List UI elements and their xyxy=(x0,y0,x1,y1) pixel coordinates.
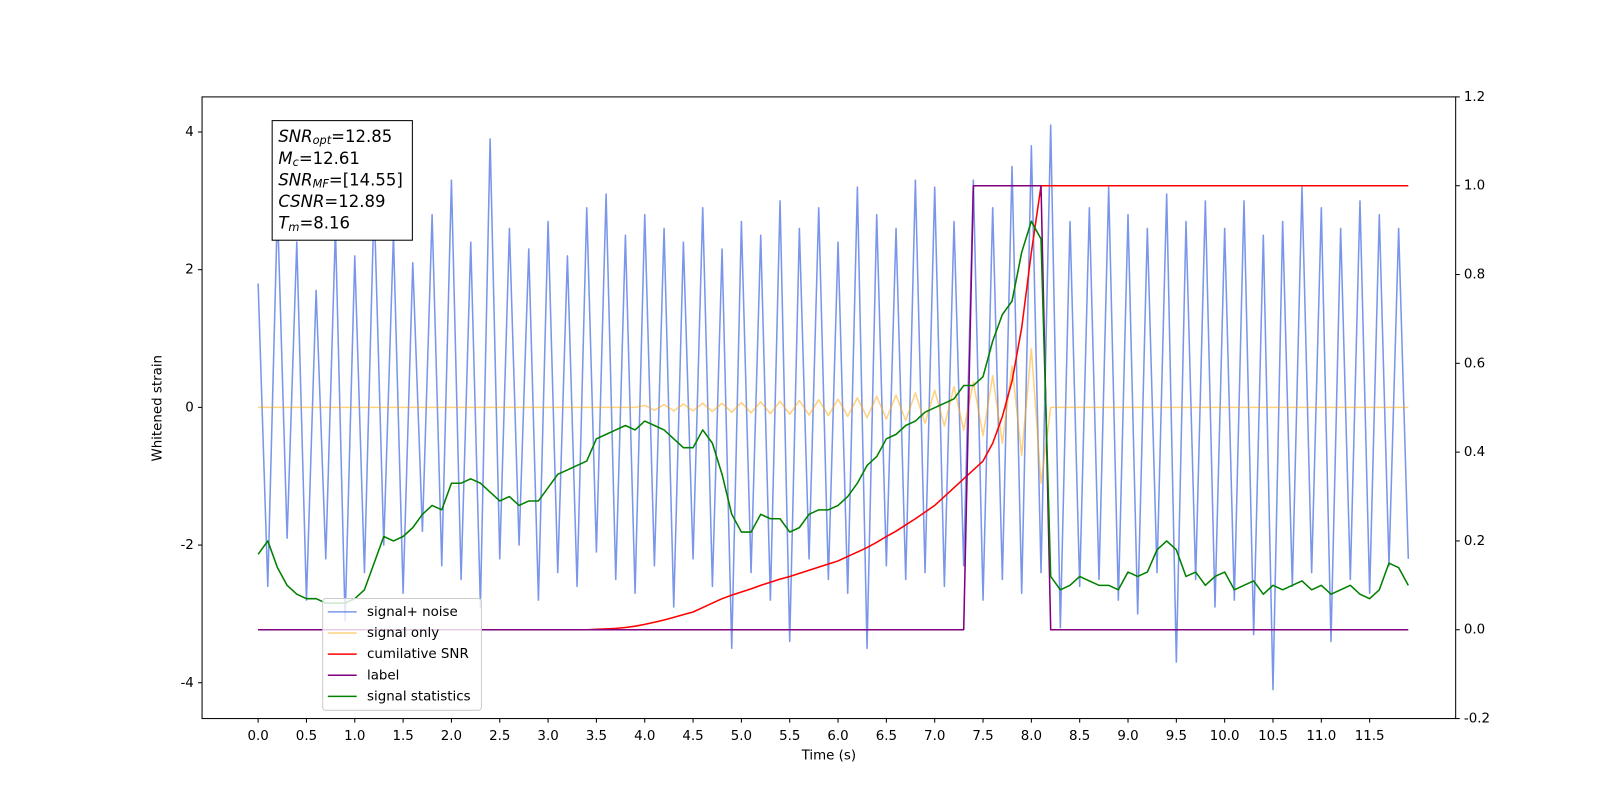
y2-tick-label: 1.0 xyxy=(1464,179,1485,194)
x-tick-label: 0.0 xyxy=(247,729,268,744)
x-tick-label: 4.5 xyxy=(682,729,703,744)
x-tick-label: 2.0 xyxy=(441,729,462,744)
x-tick-label: 5.0 xyxy=(731,729,752,744)
annotation: SNRopt=12.85Mc=12.61SNRMF=[14.55]CSNR=12… xyxy=(271,120,413,241)
annotation-symbol: SNR xyxy=(278,170,312,189)
x-tick-label: 8.5 xyxy=(1069,729,1090,744)
annotation-value: =8.16 xyxy=(299,213,350,232)
annotation-line: CSNR=12.89 xyxy=(278,192,385,211)
x-tick-label: 3.5 xyxy=(586,729,607,744)
annotation-value: =[14.55] xyxy=(329,170,403,189)
x-tick-label: 1.5 xyxy=(392,729,413,744)
y-tick-label: -4 xyxy=(180,676,193,691)
legend-label: signal only xyxy=(367,626,439,641)
annotation-value: =12.61 xyxy=(299,148,360,167)
series-line xyxy=(258,348,1409,484)
series-line xyxy=(257,220,1409,604)
annotation-line: Mc=12.61 xyxy=(278,148,359,169)
y2-tick-label: 1.2 xyxy=(1464,90,1485,105)
x-tick-label: 7.0 xyxy=(924,729,945,744)
x-tick-label: 10.0 xyxy=(1210,729,1240,744)
legend: signal+ noise signal only cumilative SNR la… xyxy=(322,597,482,711)
x-tick-label: 9.5 xyxy=(1166,729,1187,744)
annotation-line: Tm=8.16 xyxy=(278,213,350,234)
annotation-subscript: c xyxy=(293,155,300,169)
x-tick-label: 2.5 xyxy=(489,729,510,744)
x-axis-label: Time (s) xyxy=(801,749,856,764)
y2-tick-label: 0.8 xyxy=(1464,268,1485,283)
x-tick-label: 3.0 xyxy=(537,729,558,744)
series-line xyxy=(257,124,1410,691)
annotation-line: SNRMF=[14.55] xyxy=(278,170,402,191)
y2-tick-label: 0.2 xyxy=(1464,534,1485,549)
y2-tick-label: -0.2 xyxy=(1464,712,1490,727)
legend-box xyxy=(322,597,482,711)
annotation-value: =12.89 xyxy=(324,192,385,211)
y-tick-label: 2 xyxy=(185,263,194,278)
x-tick-label: 4.0 xyxy=(634,729,655,744)
annotation-box xyxy=(271,120,413,241)
annotation-subscript: MF xyxy=(313,177,330,191)
annotation-line: SNRopt=12.85 xyxy=(278,127,392,148)
y2-tick-label: 0.6 xyxy=(1464,356,1485,371)
annotation-symbol: CSNR xyxy=(278,192,324,211)
annotation-value: =12.85 xyxy=(331,127,392,146)
x-tick-label: 6.5 xyxy=(876,729,897,744)
x-tick-label: 10.5 xyxy=(1258,729,1288,744)
annotation-symbol: SNR xyxy=(278,127,312,146)
y-axis-label: Whitened strain xyxy=(151,355,166,462)
x-tick-label: 9.0 xyxy=(1117,729,1138,744)
x-tick-label: 1.0 xyxy=(344,729,365,744)
x-tick-label: 6.0 xyxy=(827,729,848,744)
annotation-subscript: opt xyxy=(313,133,332,147)
y-tick-label: -2 xyxy=(180,538,193,553)
annotation-symbol: M xyxy=(278,148,292,167)
x-tick-label: 5.5 xyxy=(779,729,800,744)
x-tick-label: 11.5 xyxy=(1355,729,1385,744)
annotation-subscript: m xyxy=(288,220,299,234)
legend-label: signal+ noise xyxy=(367,605,458,620)
y2-tick-label: 0.0 xyxy=(1464,623,1485,638)
annotation-symbol: T xyxy=(278,213,290,232)
legend-label: cumilative SNR xyxy=(367,647,469,662)
y2-tick-label: 0.4 xyxy=(1464,445,1485,460)
x-tick-label: 11.0 xyxy=(1306,729,1336,744)
x-tick-label: 0.5 xyxy=(296,729,317,744)
legend-label: signal statistics xyxy=(367,689,471,704)
y-tick-label: 4 xyxy=(185,125,194,140)
x-tick-label: 8.0 xyxy=(1021,729,1042,744)
legend-label: label xyxy=(367,668,399,683)
y-tick-label: 0 xyxy=(185,400,194,415)
x-tick-label: 7.5 xyxy=(972,729,993,744)
